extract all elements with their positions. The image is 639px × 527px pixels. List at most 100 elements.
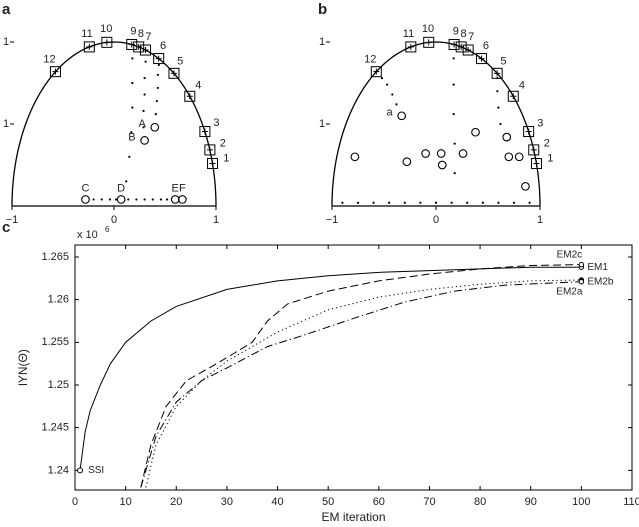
pole-marker (184, 90, 196, 102)
track-point (165, 198, 169, 201)
initial-marker (402, 157, 412, 167)
track-point (157, 63, 160, 67)
initial-marker (471, 127, 480, 137)
initial-label: C (81, 182, 89, 194)
pole-label: 6 (483, 40, 489, 52)
pole-cross (103, 39, 110, 46)
series-label: EM2c (557, 249, 583, 260)
initial-marker (504, 152, 514, 162)
initial-label: B (128, 131, 135, 143)
pole-marker (83, 41, 95, 53)
initial-marker (502, 132, 512, 142)
track-point (125, 180, 128, 183)
pole-label: 11 (81, 28, 92, 40)
track-point (481, 201, 484, 204)
track-point (453, 172, 456, 175)
pole-marker (207, 158, 219, 170)
track-point (159, 198, 163, 201)
track-point (151, 198, 154, 201)
track-point (528, 201, 531, 204)
track-point (403, 201, 406, 204)
pole-marker (101, 36, 113, 48)
track-point (499, 122, 502, 126)
y-tick-label: 1.24 (48, 464, 69, 476)
pole-label: 5 (177, 55, 183, 67)
pole-cross (86, 43, 93, 50)
plot-frame (74, 244, 633, 491)
x-tick-label: 90 (525, 496, 537, 508)
unit-circle (331, 41, 541, 207)
x-tick-label: −1 (6, 214, 19, 226)
track-point (156, 86, 159, 90)
track-point (154, 113, 157, 116)
pole-label: 10 (100, 23, 112, 35)
initial-marker (458, 149, 468, 158)
annotation-marker (77, 467, 84, 474)
track-point (155, 99, 158, 103)
pole-cross (52, 68, 59, 75)
pole-label: 3 (213, 117, 219, 129)
track-point (466, 201, 469, 204)
x-tick-label: 80 (474, 496, 486, 508)
track-point (128, 155, 131, 158)
track-point (143, 198, 146, 201)
track-point (372, 201, 375, 204)
series-line (140, 264, 582, 488)
pole-label: 11 (403, 28, 414, 40)
pole-cross (186, 93, 193, 100)
pole-cross (510, 93, 517, 100)
pole-marker (199, 126, 211, 138)
x-tick-label: 0 (72, 496, 78, 508)
pole-marker (204, 144, 216, 156)
pole-cross (128, 41, 135, 48)
pole-label: 12 (364, 54, 376, 66)
panel-label: b (318, 1, 327, 18)
track-point (127, 198, 130, 201)
unit-circle (11, 41, 217, 207)
axis-multiplier: x 10 (77, 229, 98, 241)
pole-cross (155, 55, 162, 62)
pole-label: 9 (130, 25, 136, 37)
annotation-label: SSI (88, 465, 104, 476)
initial-marker (521, 181, 530, 191)
y-tick-label: 1 (3, 36, 9, 48)
track-point (156, 73, 159, 76)
pole-marker (528, 144, 540, 156)
initial-label: a (387, 107, 394, 119)
track-point (142, 126, 145, 129)
track-point (497, 201, 500, 204)
track-point (100, 198, 103, 201)
pole-label: 4 (519, 80, 525, 92)
x-tick-label: 50 (322, 496, 334, 508)
end-marker (578, 261, 585, 268)
pole-label: 7 (468, 31, 474, 43)
initial-marker (177, 195, 187, 204)
initial-marker (350, 152, 360, 162)
pole-marker (168, 67, 180, 79)
pole-cross (407, 43, 414, 50)
track-point (419, 201, 422, 204)
end-marker (578, 279, 585, 285)
pole-marker (476, 53, 488, 65)
x-tick-label: 110 (623, 496, 639, 508)
x-tick-label: 60 (373, 496, 385, 508)
pole-cross (530, 146, 537, 153)
initial-marker (514, 152, 524, 162)
series-line (145, 279, 582, 488)
y-axis-label: lYN(Θ) (16, 349, 30, 386)
pole-cross (533, 160, 540, 167)
x-tick-label: 100 (572, 496, 590, 508)
track-point (131, 81, 134, 85)
pole-label: 5 (500, 55, 506, 67)
pole-label: 2 (220, 137, 226, 149)
initial-marker (397, 111, 407, 121)
y-tick-label: 1.25 (48, 379, 69, 391)
track-point (143, 93, 146, 96)
x-tick-label: 20 (170, 496, 182, 508)
y-tick-label: 1 (319, 118, 325, 130)
track-point (108, 198, 112, 201)
track-point (144, 60, 147, 63)
pole-cross (209, 160, 216, 167)
pole-marker (530, 158, 542, 170)
series-line (140, 281, 582, 488)
